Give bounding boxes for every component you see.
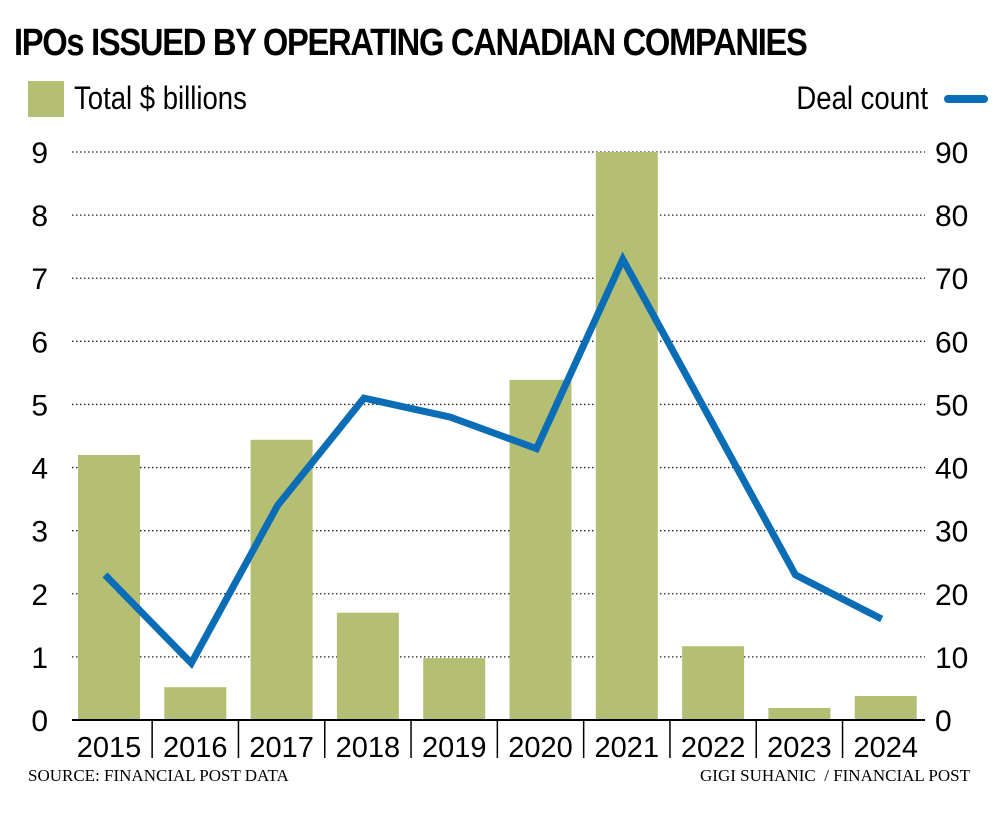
bar — [768, 708, 831, 720]
y-right-tick-label: 80 — [935, 200, 968, 233]
legend-label-line: Deal count — [796, 80, 928, 116]
y-left-tick-label: 4 — [31, 453, 48, 486]
y-left-tick-label: 3 — [31, 516, 48, 549]
y-left-tick-label: 2 — [31, 579, 48, 612]
y-right-tick-label: 50 — [935, 389, 968, 422]
legend-label-bar: Total $ billions — [74, 80, 247, 116]
chart-title: IPOs ISSUED BY OPERATING CANADIAN COMPAN… — [14, 22, 808, 64]
y-left-tick-label: 1 — [31, 642, 48, 675]
y-right-tick-label: 20 — [935, 579, 968, 612]
credit-note: GIGI SUHANIC / FINANCIAL POST — [700, 766, 970, 785]
bar — [423, 658, 486, 720]
bar — [854, 696, 917, 720]
y-left-tick-label: 8 — [31, 200, 48, 233]
y-right-tick-label: 30 — [935, 516, 968, 549]
x-tick-label: 2018 — [336, 732, 401, 764]
legend-swatch-line — [944, 94, 988, 103]
bar — [250, 439, 313, 720]
y-right-tick-label: 0 — [935, 705, 952, 738]
bar — [336, 612, 399, 720]
y-right-tick-label: 90 — [935, 137, 968, 170]
x-tick-label: 2020 — [508, 732, 573, 764]
legend-bars: Total $ billions — [28, 80, 275, 117]
x-tick-label: 2023 — [767, 732, 832, 764]
bar — [509, 379, 572, 720]
x-tick-label: 2019 — [422, 732, 487, 764]
y-right-tick-label: 10 — [935, 642, 968, 675]
y-left-tick-label: 7 — [31, 263, 48, 296]
y-right-tick-label: 70 — [935, 263, 968, 296]
bar — [682, 646, 745, 720]
y-left-tick-label: 6 — [31, 326, 48, 359]
bar — [78, 454, 140, 720]
legend-swatch-bar — [28, 80, 64, 117]
y-right-tick-label: 60 — [935, 326, 968, 359]
x-tick-label: 2024 — [853, 732, 918, 764]
bar — [595, 152, 658, 720]
y-right-tick-label: 40 — [935, 453, 968, 486]
x-tick-label: 2017 — [249, 732, 314, 764]
y-left-tick-label: 5 — [31, 389, 48, 422]
x-tick-label: 2022 — [681, 732, 746, 764]
source-note: SOURCE: FINANCIAL POST DATA — [28, 766, 289, 785]
x-tick-label: 2016 — [163, 732, 228, 764]
y-left-tick-label: 9 — [31, 137, 48, 170]
bar — [164, 687, 227, 720]
legend-line: Deal count — [775, 80, 988, 117]
deal-count-line — [102, 251, 884, 670]
x-tick-label: 2021 — [595, 732, 660, 764]
y-left-tick-label: 0 — [31, 705, 48, 738]
x-tick-label: 2015 — [77, 732, 142, 764]
